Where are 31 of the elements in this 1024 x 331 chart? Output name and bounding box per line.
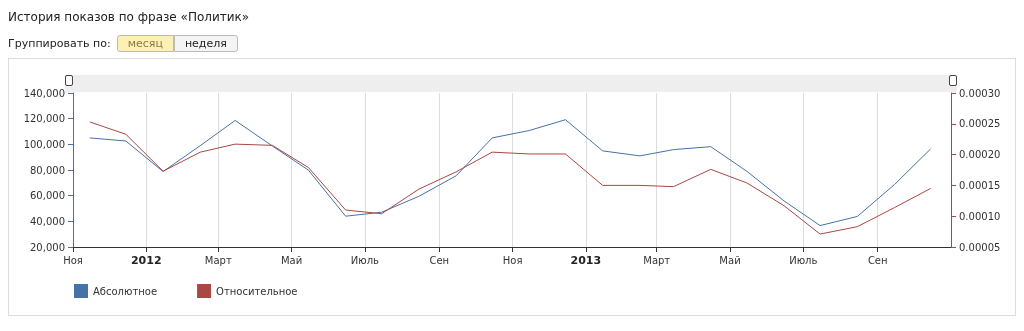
x-tick-label: Июль <box>789 254 818 266</box>
legend-label: Абсолютное <box>93 285 158 297</box>
x-tick-label: Июль <box>350 254 380 266</box>
x-tick-label: 2012 <box>130 254 162 267</box>
y-tick-label: 140,000 <box>23 87 65 99</box>
y-tick-label: 20,000 <box>30 241 65 253</box>
x-tick-label: Сен <box>429 254 450 266</box>
x-tick-label: Май <box>280 254 303 266</box>
y2-tick-label: 0.00015 <box>959 179 1001 191</box>
x-tick-label: Ноя <box>63 254 83 266</box>
x-tick-label: Ноя <box>502 254 523 266</box>
y-tick-label: 120,000 <box>23 113 65 125</box>
x-tick-label: 2013 <box>570 254 602 267</box>
text: Группировать по: <box>8 36 111 50</box>
y-tick-label: 80,000 <box>30 164 65 176</box>
text: месяц <box>116 34 174 52</box>
y2-tick-label: 0.00005 <box>959 241 1001 253</box>
chart-title: История показов по фразе «Политик» <box>8 9 251 26</box>
y-tick-label: 100,000 <box>23 138 65 150</box>
x-tick-label: Март <box>204 254 232 266</box>
text: неделя <box>173 34 238 52</box>
y2-tick-label: 0.00030 <box>959 87 1001 99</box>
y-tick-label: 40,000 <box>30 215 65 227</box>
y2-tick-label: 0.00020 <box>959 149 1001 161</box>
x-tick-label: Март <box>643 254 671 266</box>
y-tick-label: 60,000 <box>30 190 65 202</box>
x-tick-label: Май <box>719 254 741 266</box>
y2-tick-label: 0.00010 <box>959 210 1001 222</box>
x-tick-label: Сен <box>867 254 888 266</box>
legend-label: Относительное <box>216 285 298 297</box>
y2-tick-label: 0.00025 <box>959 118 1001 130</box>
